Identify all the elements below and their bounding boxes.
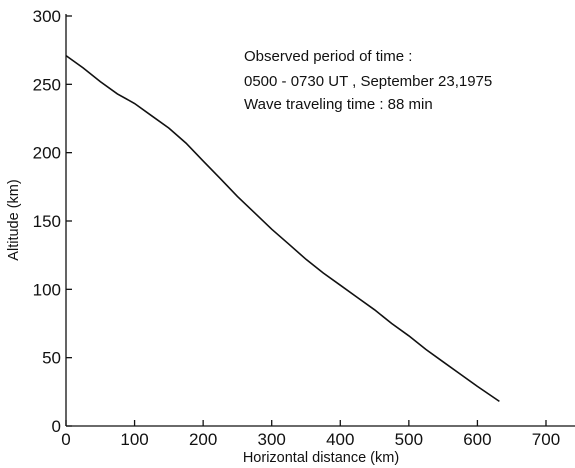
y-tick-label: 200 bbox=[33, 144, 61, 163]
y-tick-label: 0 bbox=[52, 417, 61, 436]
x-tick-label: 500 bbox=[395, 430, 423, 449]
y-tick-label: 100 bbox=[33, 280, 61, 299]
y-tick-label: 300 bbox=[33, 7, 61, 26]
annotation-period-label: Observed period of time : bbox=[244, 48, 412, 65]
x-tick-label: 0 bbox=[61, 430, 70, 449]
x-tick-label: 300 bbox=[258, 430, 286, 449]
y-tick-label: 250 bbox=[33, 75, 61, 94]
x-tick-label: 100 bbox=[120, 430, 148, 449]
x-axis-ticks: 0 100 200 300 400 500 600 700 bbox=[61, 420, 560, 449]
altitude-curve bbox=[65, 54, 500, 403]
annotation-period-value: 0500 - 0730 UT , September 23,1975 bbox=[244, 73, 492, 90]
x-axis-label: Horizontal distance (km) bbox=[243, 450, 399, 466]
x-tick-label: 700 bbox=[532, 430, 560, 449]
y-axis-ticks: 0 50 100 150 200 250 300 bbox=[33, 7, 72, 436]
y-axis-label: Altitude (km) bbox=[6, 179, 22, 260]
y-tick-label: 50 bbox=[42, 349, 61, 368]
x-tick-label: 200 bbox=[189, 430, 217, 449]
annotation-travel-time: Wave traveling time : 88 min bbox=[244, 96, 433, 113]
x-tick-label: 400 bbox=[326, 430, 354, 449]
y-tick-label: 150 bbox=[33, 212, 61, 231]
x-tick-label: 600 bbox=[463, 430, 491, 449]
